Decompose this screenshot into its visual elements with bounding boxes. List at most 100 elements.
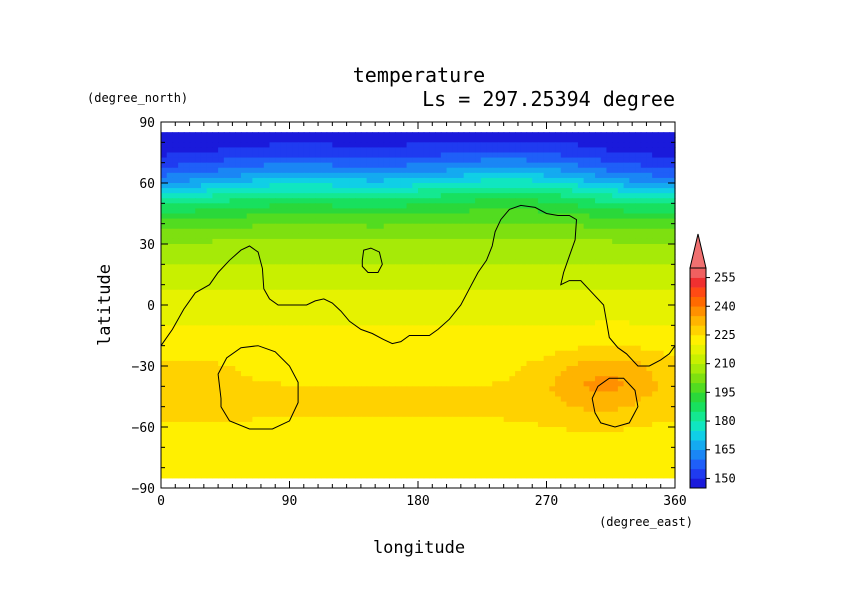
field-cell [360, 381, 368, 387]
field-cell [189, 411, 196, 418]
field-cell [543, 294, 550, 301]
field-cell [235, 294, 242, 301]
field-cell [652, 360, 659, 367]
field-cell [532, 340, 539, 347]
field-cell [280, 381, 288, 387]
field-cell [663, 147, 670, 154]
field-cell [583, 254, 590, 260]
field-cell [218, 411, 225, 418]
field-cell [252, 142, 259, 149]
field-cell [566, 264, 573, 271]
field-cell [240, 381, 248, 387]
field-cell [543, 320, 550, 326]
field-cell [652, 406, 659, 413]
field-cell [212, 350, 219, 357]
field-cell [497, 406, 505, 413]
field-cell [589, 198, 596, 204]
field-cell [572, 213, 579, 220]
field-cell [269, 299, 276, 306]
field-cell [200, 376, 208, 382]
field-cell [366, 233, 373, 240]
field-cell [537, 177, 545, 184]
field-cell [372, 381, 379, 387]
field-cell [263, 238, 271, 245]
field-cell [235, 137, 242, 143]
field-cell [612, 391, 619, 398]
field-cell [469, 401, 476, 408]
field-cell [338, 269, 345, 276]
field-cell [218, 193, 225, 199]
field-cell [463, 167, 470, 174]
field-cell [383, 137, 391, 143]
field-cell [315, 147, 322, 154]
field-cell [355, 274, 362, 281]
field-cell [235, 330, 242, 337]
field-cell [526, 244, 533, 250]
field-cell [572, 360, 579, 367]
field-cell [492, 167, 499, 174]
field-cell [635, 142, 642, 149]
field-cell [298, 167, 305, 174]
field-cell [389, 310, 396, 316]
field-cell [646, 279, 653, 286]
field-cell [269, 401, 276, 408]
field-cell [229, 152, 236, 159]
field-cell [389, 371, 396, 377]
field-cell [258, 244, 265, 250]
field-cell [360, 320, 368, 326]
field-cell [423, 183, 431, 189]
field-cell [303, 249, 311, 255]
field-cell [663, 376, 670, 382]
field-cell [161, 279, 168, 286]
field-cell [309, 381, 316, 387]
field-cell [435, 391, 442, 398]
field-cell [606, 162, 613, 169]
field-cell [669, 376, 676, 382]
field-cell [440, 244, 448, 250]
field-cell [309, 315, 316, 321]
field-cell [549, 335, 556, 342]
field-cell [532, 274, 539, 281]
field-cell [258, 376, 265, 382]
field-cell [520, 172, 528, 179]
field-cell [423, 279, 431, 286]
field-cell [212, 355, 219, 362]
field-cell [572, 350, 579, 357]
field-cell [343, 396, 351, 403]
field-cell [457, 132, 465, 138]
field-cell [269, 213, 276, 220]
field-cell [469, 193, 476, 199]
field-cell [172, 142, 179, 149]
field-cell [206, 274, 213, 281]
field-cell [395, 305, 402, 311]
field-cell [258, 172, 265, 179]
field-cell [343, 269, 351, 276]
field-cell [252, 294, 259, 301]
field-cell [566, 208, 573, 215]
field-cell [469, 183, 476, 189]
field-cell [212, 172, 219, 179]
field-cell [555, 294, 562, 301]
field-cell [343, 381, 351, 387]
field-cell [463, 274, 470, 281]
field-cell [669, 305, 676, 311]
field-cell [189, 376, 196, 382]
field-cell [566, 132, 573, 138]
field-cell [629, 406, 636, 413]
field-cell [526, 320, 533, 326]
field-cell [617, 137, 625, 143]
field-cell [183, 264, 191, 271]
field-cell [623, 406, 630, 413]
field-cell [446, 376, 453, 382]
field-cell [469, 315, 476, 321]
field-cell [418, 391, 425, 398]
field-cell [332, 371, 339, 377]
field-cell [549, 386, 556, 393]
field-cell [623, 401, 630, 408]
field-cell [515, 137, 522, 143]
field-cell [520, 284, 528, 291]
field-cell [623, 279, 630, 286]
field-cell [612, 330, 619, 337]
field-cell [172, 294, 179, 301]
